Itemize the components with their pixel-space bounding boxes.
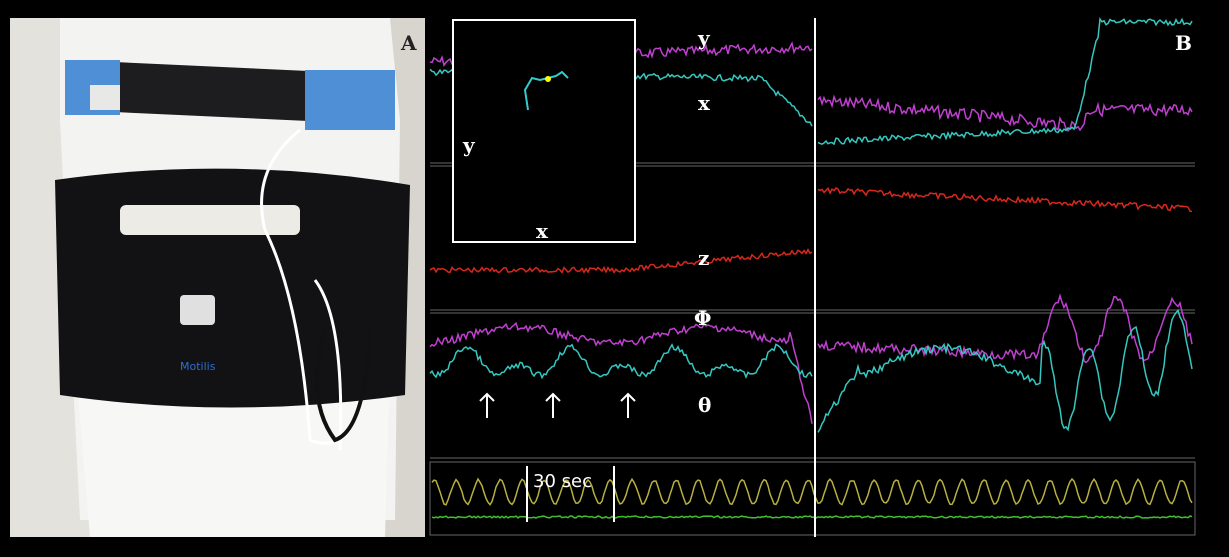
trace-label: y: [697, 26, 711, 50]
trace-label: x: [698, 91, 711, 115]
photo: Motilis A: [10, 18, 425, 537]
scale-label: 30 sec: [533, 471, 592, 492]
panel-label: A: [400, 31, 417, 55]
inset-y-label: y: [462, 133, 476, 157]
trace-label: z: [698, 246, 709, 270]
panel-label: B: [1175, 31, 1192, 55]
figure: Motilis A y x y x z Φ θ B 30 sec: [0, 0, 1229, 557]
page: Motilis A y x y x z Φ θ B 30 sec (() => …: [0, 0, 1229, 557]
svg-text:Motilis: Motilis: [180, 360, 216, 373]
inset-x-label: x: [536, 219, 549, 243]
inset: [453, 20, 635, 242]
trace-label: Φ: [694, 306, 711, 330]
inset-marker: [545, 76, 551, 82]
trace-label: θ: [698, 393, 711, 417]
